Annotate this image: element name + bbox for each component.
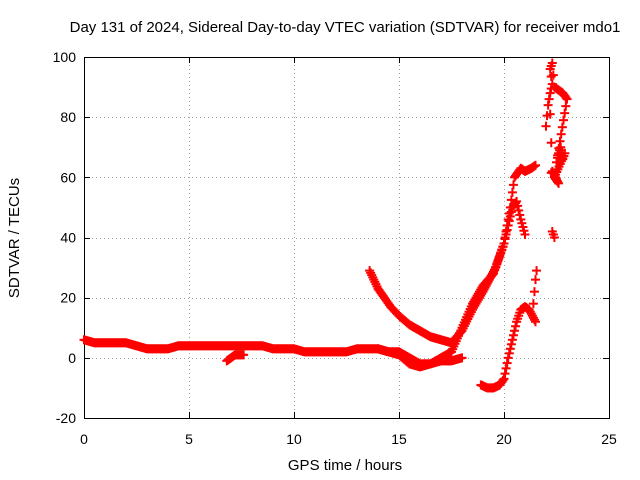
data-point: [499, 374, 509, 384]
y-tick-label: 60: [60, 169, 76, 185]
data-point: [502, 358, 512, 368]
data-point: [457, 353, 467, 363]
data-point: [500, 369, 510, 379]
data-point: [503, 220, 513, 230]
data-point: [500, 234, 510, 244]
x-tick-label: 5: [185, 431, 193, 447]
data-point: [517, 218, 527, 228]
x-tick-label: 25: [601, 431, 617, 447]
data-point: [513, 201, 523, 211]
y-tick-label: 80: [60, 109, 76, 125]
data-point: [549, 233, 559, 242]
data-point: [504, 216, 514, 226]
x-tick-label: 15: [391, 431, 407, 447]
data-point: [512, 196, 522, 206]
data-point: [562, 94, 572, 104]
data-point: [519, 226, 529, 236]
plot-frame: [84, 57, 610, 419]
data-point: [531, 317, 540, 327]
data-point: [531, 160, 540, 170]
data-points: [79, 58, 572, 393]
data-point: [502, 225, 512, 235]
y-tick-label: -20: [56, 410, 76, 426]
x-axis-label: GPS time / hours: [288, 457, 402, 474]
data-point: [548, 70, 558, 80]
data-point: [507, 187, 517, 197]
data-point: [532, 266, 542, 276]
y-tick-label: 0: [68, 350, 76, 366]
data-point: [545, 88, 555, 98]
data-point: [520, 229, 530, 239]
data-point: [529, 287, 539, 297]
data-point: [545, 109, 555, 119]
data-point: [501, 363, 511, 373]
x-tick-label: 0: [80, 431, 88, 447]
data-point: [511, 321, 521, 331]
data-point: [501, 229, 511, 239]
data-point: [528, 299, 538, 309]
data-point: [505, 211, 515, 221]
data-point: [508, 330, 518, 340]
data-point: [556, 129, 566, 139]
x-tick-label: 10: [286, 431, 302, 447]
grid: [84, 57, 609, 418]
data-point: [499, 239, 509, 249]
data-point: [543, 100, 553, 110]
y-axis-label: SDTVAR / TECUs: [6, 178, 23, 298]
y-tick-label: 20: [60, 290, 76, 306]
y-tick-label: 100: [53, 49, 77, 65]
data-point: [559, 115, 568, 125]
data-point: [541, 121, 551, 131]
data-point: [510, 326, 519, 336]
data-point: [506, 207, 516, 217]
y-tick-label: 40: [60, 230, 76, 246]
data-point: [518, 222, 528, 232]
data-point: [504, 348, 514, 358]
data-point: [547, 58, 557, 68]
data-point: [515, 210, 525, 220]
data-point: [503, 353, 513, 363]
data-point: [239, 350, 249, 360]
data-point: [514, 205, 524, 215]
data-point: [531, 275, 540, 285]
data-point: [544, 94, 554, 104]
x-tick-label: 20: [496, 431, 512, 447]
data-point: [556, 142, 566, 152]
data-point: [506, 339, 516, 349]
data-point: [557, 122, 567, 132]
data-point: [546, 168, 556, 178]
data-point: [508, 180, 518, 190]
data-point: [560, 108, 570, 118]
data-point: [516, 214, 526, 224]
data-point: [546, 138, 556, 148]
data-point: [507, 335, 517, 345]
data-point: [561, 101, 571, 111]
chart-title: Day 131 of 2024, Sidereal Day-to-day VTE…: [70, 19, 621, 36]
data-point: [505, 344, 515, 354]
